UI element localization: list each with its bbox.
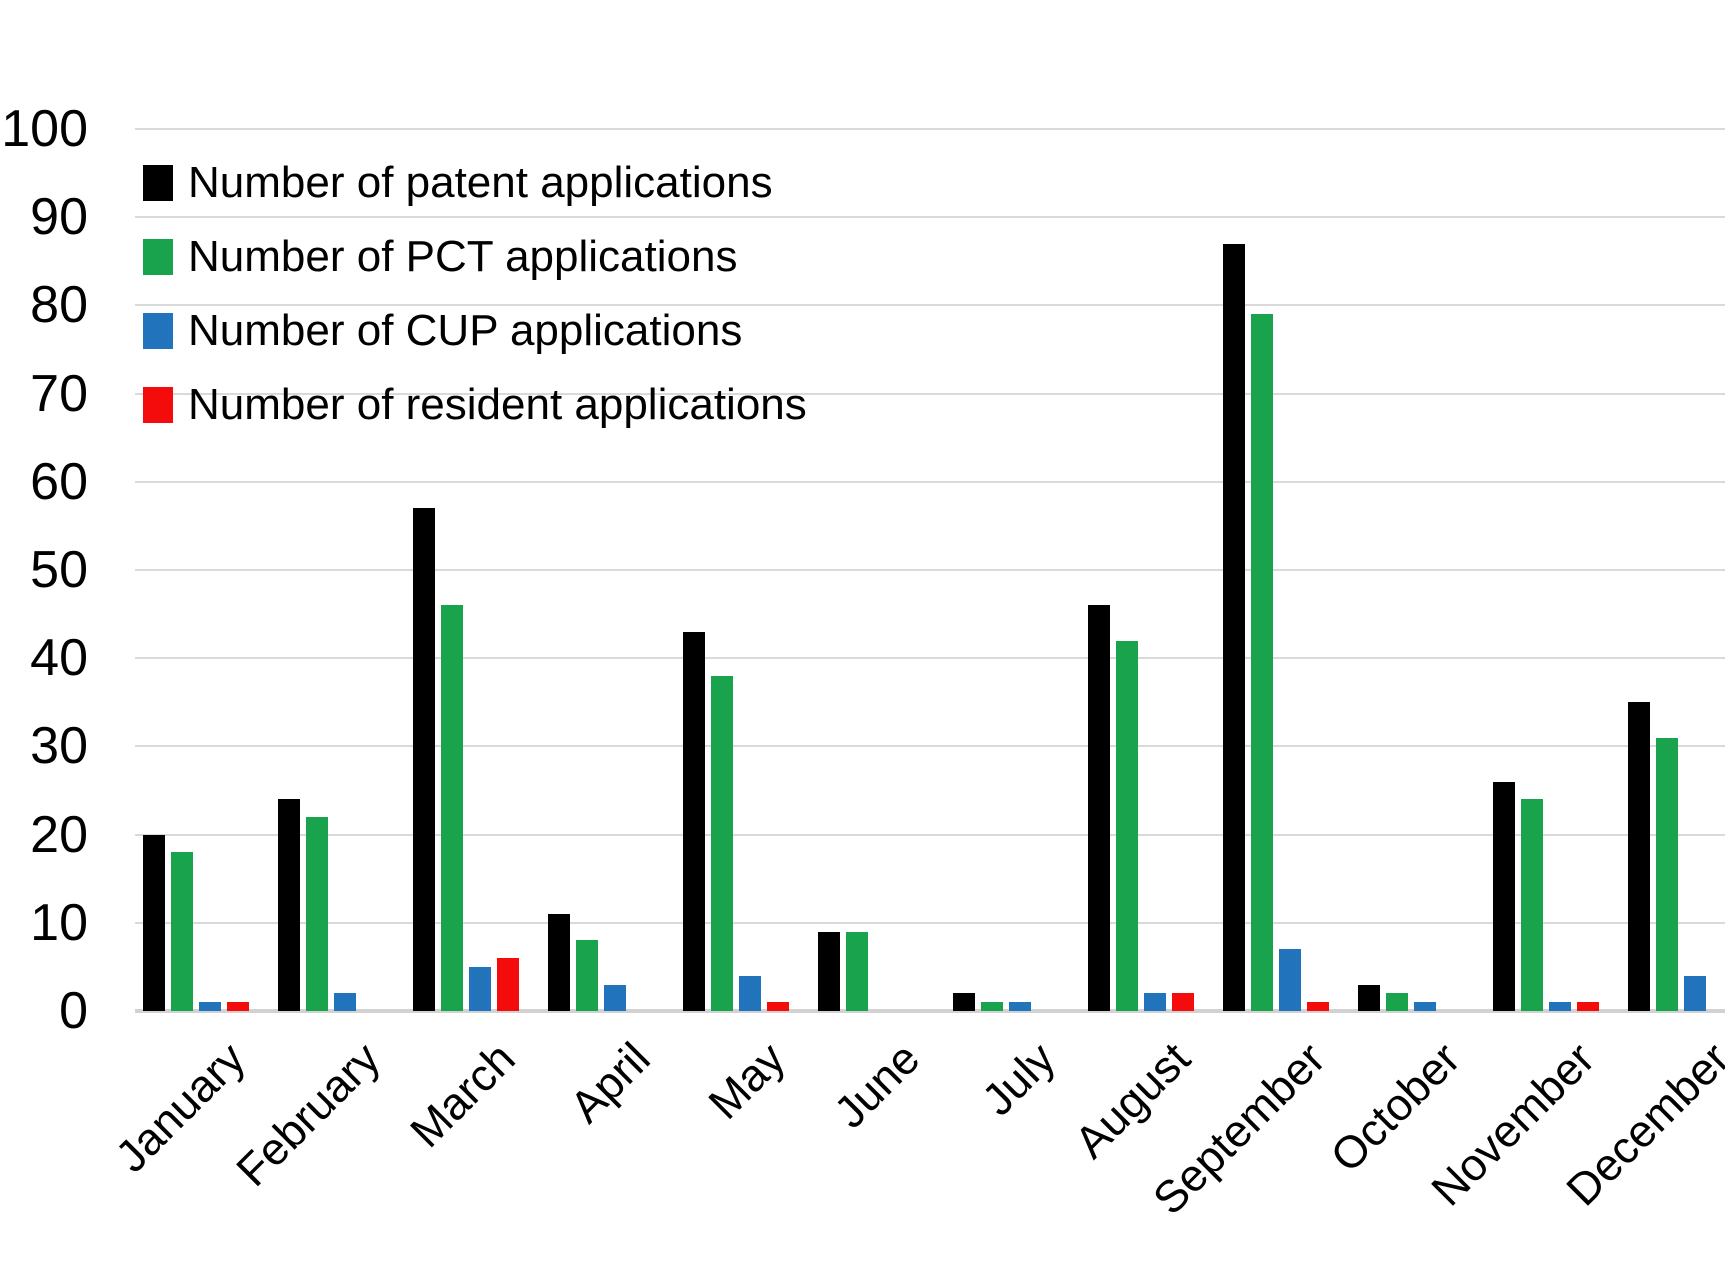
- bar: [143, 834, 165, 1011]
- legend-item: Number of PCT applications: [143, 220, 807, 294]
- bar: [278, 799, 300, 1011]
- bar: [199, 1002, 221, 1011]
- x-axis-category-label: February: [226, 1032, 390, 1196]
- bar: [767, 1002, 789, 1011]
- bar: [1414, 1002, 1436, 1011]
- gridline: [135, 128, 1725, 130]
- x-axis-category-label: July: [971, 1032, 1065, 1126]
- bar: [1549, 1002, 1571, 1011]
- gridline: [135, 745, 1725, 748]
- legend-item: Number of CUP applications: [143, 294, 807, 368]
- bar: [1358, 984, 1380, 1011]
- bar: [846, 931, 868, 1011]
- bar: [953, 993, 975, 1011]
- x-axis-category-label: August: [1064, 1032, 1200, 1168]
- bar: [1172, 993, 1194, 1011]
- bar: [171, 852, 193, 1011]
- bar: [1009, 1002, 1031, 1011]
- bar: [441, 605, 463, 1011]
- legend-color-swatch: [143, 165, 173, 201]
- y-axis-tick-label: 70: [30, 364, 88, 423]
- y-axis-tick-label: 60: [30, 452, 88, 511]
- bar: [1088, 605, 1110, 1011]
- gridline: [135, 833, 1725, 836]
- bar: [1223, 243, 1245, 1011]
- gridline: [135, 657, 1725, 660]
- bar: [1144, 993, 1166, 1011]
- bar: [1279, 949, 1301, 1011]
- bar: [469, 966, 491, 1011]
- y-axis-tick-label: 40: [30, 629, 88, 688]
- legend-item-label: Number of CUP applications: [188, 306, 743, 355]
- bar: [576, 940, 598, 1011]
- x-axis-category-label: March: [400, 1032, 525, 1158]
- legend-color-swatch: [143, 387, 173, 423]
- gridline: [135, 216, 1725, 219]
- bar: [1116, 640, 1138, 1011]
- legend-item: Number of patent applications: [143, 146, 807, 220]
- legend-color-swatch: [143, 313, 173, 349]
- y-axis-tick-label: 90: [30, 188, 88, 247]
- bar: [334, 993, 356, 1011]
- gridline: [135, 569, 1725, 571]
- bar: [227, 1002, 249, 1011]
- y-axis-tick-label: 30: [30, 717, 88, 776]
- y-axis-tick-label: 50: [30, 541, 88, 599]
- bar: [683, 631, 705, 1011]
- y-axis-tick-label: 0: [59, 982, 88, 1040]
- x-axis-line: [135, 1009, 1725, 1013]
- gridline: [135, 392, 1725, 395]
- bar: [818, 931, 840, 1011]
- bar: [1386, 993, 1408, 1011]
- bar: [981, 1002, 1003, 1011]
- legend-item-label: Number of patent applications: [188, 158, 773, 207]
- bar: [604, 984, 626, 1011]
- legend-item-label: Number of resident applications: [188, 380, 807, 429]
- bar: [548, 913, 570, 1011]
- bar: [306, 816, 328, 1011]
- bar: [1521, 799, 1543, 1011]
- bar: [739, 975, 761, 1011]
- legend-item-label: Number of PCT applications: [188, 232, 738, 281]
- bar: [1493, 781, 1515, 1011]
- legend-color-swatch: [143, 239, 173, 275]
- y-axis-tick-label: 100: [1, 100, 88, 158]
- bar: [1628, 702, 1650, 1011]
- y-axis-tick-label: 10: [30, 893, 88, 952]
- bar: [497, 958, 519, 1011]
- bar: [1684, 975, 1706, 1011]
- y-axis-tick-label: 20: [30, 805, 88, 864]
- legend-item: Number of resident applications: [143, 368, 807, 442]
- gridline: [135, 921, 1725, 924]
- bar: [1307, 1002, 1329, 1011]
- bar: [711, 675, 733, 1011]
- gridline: [135, 304, 1725, 307]
- x-axis-category-label: April: [559, 1032, 660, 1133]
- x-axis-category-label: June: [824, 1032, 930, 1138]
- bar: [1577, 1002, 1599, 1011]
- x-axis-category-label: May: [698, 1032, 795, 1129]
- bar: [1656, 737, 1678, 1011]
- chart-legend: Number of patent applications Number of P…: [143, 146, 807, 442]
- y-axis-tick-label: 80: [30, 276, 88, 335]
- bar: [1251, 314, 1273, 1011]
- gridline: [135, 480, 1725, 483]
- bar: [413, 508, 435, 1011]
